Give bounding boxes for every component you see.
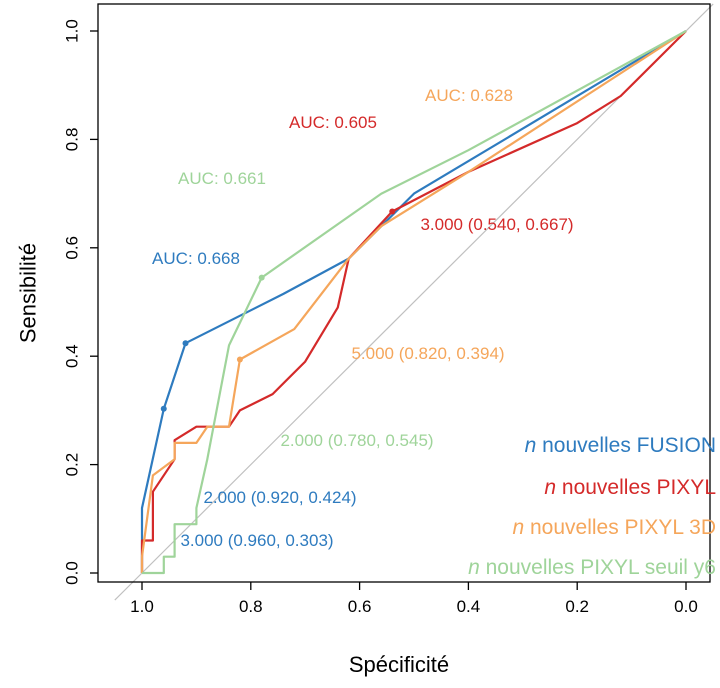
threshold-point-pixyl-0 xyxy=(389,208,396,215)
legend-entry-pixyl: n nouvelles PIXYL xyxy=(544,476,716,499)
x-axis-title: Spécificité xyxy=(349,652,449,677)
threshold-label-pixyl3d-0: 5.000 (0.820, 0.394) xyxy=(351,344,504,363)
legend-label: nouvelles FUSION xyxy=(536,434,716,457)
series-line-pixyl3d xyxy=(140,30,687,573)
legend-prefix: n xyxy=(544,476,556,499)
legend-prefix: n xyxy=(525,434,537,457)
x-tick-label: 0.0 xyxy=(674,597,698,616)
threshold-label-seuil-0: 2.000 (0.780, 0.545) xyxy=(280,431,433,450)
x-tick-label: 0.8 xyxy=(239,597,263,616)
series-line-seuil xyxy=(142,30,687,575)
threshold-label-fusion-1: 2.000 (0.920, 0.424) xyxy=(203,488,356,507)
y-tick-label: 0.0 xyxy=(63,561,82,585)
legend-label: nouvelles PIXYL seuil y6 xyxy=(480,556,716,579)
series-line-fusion xyxy=(140,30,687,573)
legend-label: nouvelles PIXYL xyxy=(556,476,716,499)
y-tick-label: 0.6 xyxy=(63,236,82,260)
legend-label: nouvelles PIXYL 3D xyxy=(524,516,716,539)
y-tick-label: 1.0 xyxy=(63,19,82,43)
series-line-pixyl xyxy=(140,30,687,573)
threshold-label-fusion-0: 3.000 (0.960, 0.303) xyxy=(180,531,333,550)
axes-layer: 1.0 0.8 0.6 0.4 0.2 0.0 0.0 0.2 0.4 0.6 0.8 1.0 Spéc… xyxy=(16,3,711,677)
auc-label-pixyl3d: AUC: 0.628 xyxy=(425,86,513,105)
x-tick-label: 0.2 xyxy=(565,597,589,616)
labels-layer: AUC: 0.668 3.000 (0.960, 0.303) 2.000 (0.9… xyxy=(152,86,574,550)
series-layer xyxy=(140,30,687,575)
threshold-point-seuil-0 xyxy=(258,274,265,281)
reference-diagonal xyxy=(114,3,714,601)
legend-prefix: n xyxy=(468,556,480,579)
auc-label-seuil: AUC: 0.661 xyxy=(178,169,266,188)
reference-line-layer xyxy=(114,3,714,601)
y-tick-label: 0.4 xyxy=(63,344,82,368)
threshold-label-pixyl-0: 3.000 (0.540, 0.667) xyxy=(420,215,573,234)
auc-label-pixyl: AUC: 0.605 xyxy=(289,113,377,132)
legend-entry-seuil: n nouvelles PIXYL seuil y6 xyxy=(468,556,716,579)
threshold-point-fusion-0 xyxy=(160,405,167,412)
legend-prefix: n xyxy=(512,516,524,539)
x-tick-label: 1.0 xyxy=(130,597,154,616)
threshold-point-pixyl3d-0 xyxy=(236,356,243,363)
auc-label-fusion: AUC: 0.668 xyxy=(152,249,240,268)
plot-frame xyxy=(97,3,711,583)
x-tick-label: 0.4 xyxy=(457,597,481,616)
y-tick-label: 0.2 xyxy=(63,453,82,477)
threshold-point-fusion-1 xyxy=(182,340,189,347)
legend-entry-pixyl3d: n nouvelles PIXYL 3D xyxy=(512,516,716,539)
legend-entry-fusion: n nouvelles FUSION xyxy=(525,434,716,457)
y-tick-label: 0.8 xyxy=(63,128,82,152)
y-axis-title: Sensibilité xyxy=(16,243,41,343)
x-tick-label: 0.6 xyxy=(348,597,372,616)
